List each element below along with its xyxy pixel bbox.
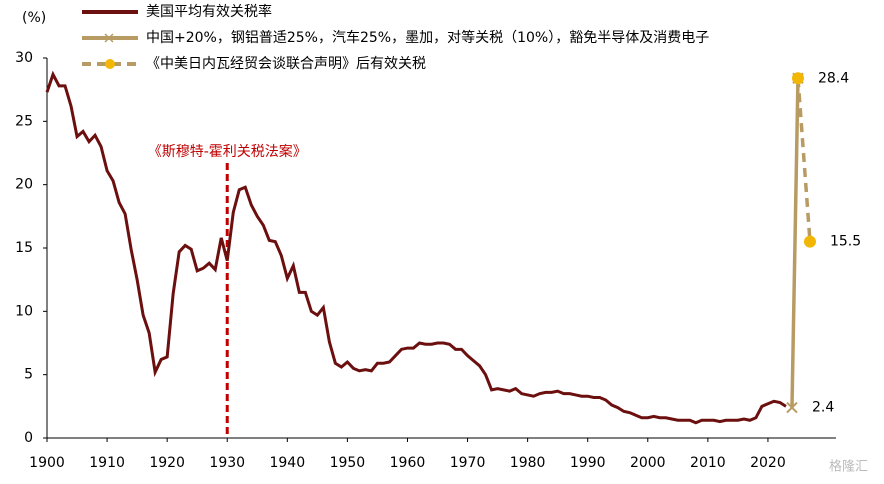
- y-tick-label: 30: [15, 50, 33, 66]
- series-line: [796, 78, 812, 242]
- x-tick-label: 1920: [149, 455, 185, 471]
- y-tick-label: 10: [15, 303, 33, 319]
- x-tick-label: 1910: [89, 455, 125, 471]
- series-line: [790, 78, 800, 408]
- x-tick-label: 1980: [510, 455, 546, 471]
- series-line: [45, 70, 787, 425]
- y-tick-label: 0: [24, 430, 33, 446]
- legend-label: 中国+20%，钢铝普适25%，汽车25%，墨加，对等关税（10%），豁免半导体及…: [146, 29, 709, 46]
- data-label: 2.4: [812, 400, 834, 416]
- marker: [803, 235, 816, 248]
- x-tick-label: 2010: [690, 455, 726, 471]
- x-tick-label: 1960: [390, 455, 426, 471]
- x-tick-label: 2020: [750, 455, 786, 471]
- x-tick-label: 1930: [209, 455, 245, 471]
- annotation-text: 《斯穆特-霍利关税法案》: [148, 143, 307, 160]
- legend-label: 美国平均有效关税率: [146, 3, 272, 20]
- data-label: 15.5: [830, 234, 861, 250]
- y-tick-label: 20: [15, 177, 33, 193]
- legend-label: 《中美日内瓦经贸会谈联合声明》后有效关税: [146, 56, 426, 72]
- x-tick-label: 1950: [330, 455, 366, 471]
- x-tick-label: 2000: [630, 455, 666, 471]
- x-tick-label: 1900: [29, 455, 65, 471]
- x-tick-label: 1990: [570, 455, 606, 471]
- data-label: 28.4: [818, 70, 849, 86]
- y-tick-label: 25: [15, 113, 33, 129]
- x-tick-label: 1940: [269, 455, 305, 471]
- y-tick-label: 5: [24, 367, 33, 383]
- watermark: 格隆汇: [829, 459, 868, 475]
- marker: [786, 401, 798, 414]
- legend-marker: [104, 33, 114, 43]
- marker: [791, 72, 804, 85]
- y-unit: (%): [22, 10, 46, 26]
- x-tick-label: 1970: [450, 455, 486, 471]
- y-tick-label: 15: [15, 240, 33, 256]
- legend-marker: [105, 59, 115, 69]
